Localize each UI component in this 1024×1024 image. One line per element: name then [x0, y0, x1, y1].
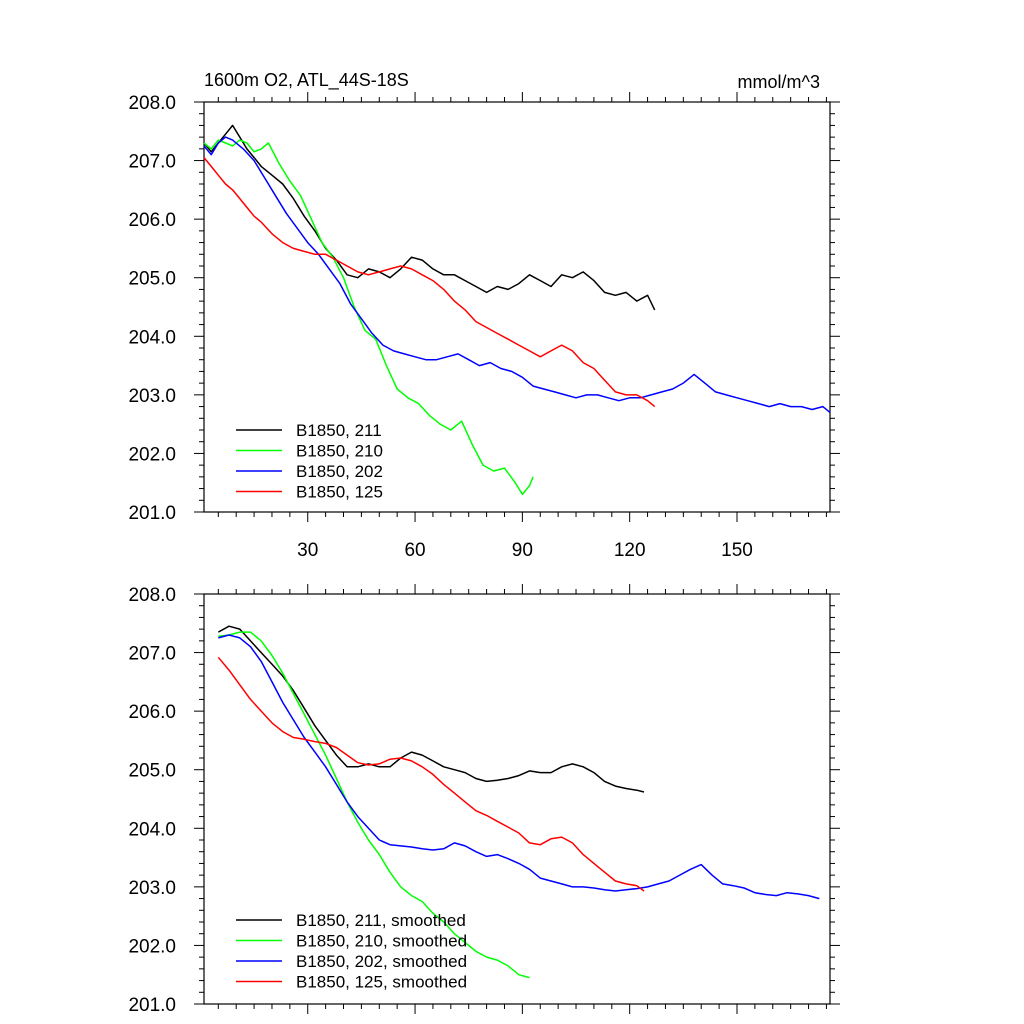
series-line-1	[203, 139, 534, 496]
y-tick-label: 206.0	[128, 210, 176, 231]
legend-label-1: B1850, 210, smoothed	[296, 932, 467, 951]
top-chart-panel: 201.0 202.0 203.0 204.0 205.0 206.0 207.0 208.0…	[128, 70, 840, 561]
y-tick-label: 201.0	[128, 995, 176, 1016]
x-tick-label: 150	[721, 540, 753, 561]
plot-frame	[203, 593, 831, 1005]
plot-frame	[203, 101, 831, 513]
y-tick-label: 202.0	[128, 444, 176, 465]
y-tick-label: 208.0	[128, 93, 176, 114]
y-tick-label: 203.0	[128, 386, 176, 407]
series-line-0	[203, 124, 656, 311]
series-line-3	[203, 157, 656, 408]
series-line-1	[218, 631, 530, 979]
y-tick-label: 201.0	[128, 503, 176, 524]
y-tick-label: 207.0	[128, 644, 176, 665]
x-tick-label: 120	[614, 540, 646, 561]
legend-label-2: B1850, 202, smoothed	[296, 952, 467, 971]
x-tick-label: 30	[297, 540, 318, 561]
series-line-2	[218, 634, 820, 900]
y-tick-label: 204.0	[128, 819, 176, 840]
y-tick-label: 208.0	[128, 585, 176, 606]
y-tick-label: 202.0	[128, 936, 176, 957]
y-tick-label: 206.0	[128, 702, 176, 723]
legend-label-1: B1850, 210	[296, 442, 383, 461]
legend-label-2: B1850, 202	[296, 462, 383, 481]
bottom-chart-panel: 201.0 202.0 203.0 204.0 205.0 206.0 207.0 208.0…	[128, 584, 840, 1016]
y-tick-label: 207.0	[128, 152, 176, 173]
chart-title: 1600m O2, ATL_44S-18S	[204, 70, 409, 91]
legend-label-0: B1850, 211, smoothed	[296, 911, 466, 930]
legend-label-3: B1850, 125, smoothed	[296, 973, 467, 992]
y-tick-label: 205.0	[128, 761, 176, 782]
x-tick-label: 90	[512, 540, 533, 561]
x-tick-label: 60	[404, 540, 425, 561]
y-tick-label: 205.0	[128, 269, 176, 290]
series-line-0	[217, 625, 645, 793]
units-label: mmol/m^3	[738, 72, 820, 92]
series-line-3	[217, 656, 645, 892]
legend-label-3: B1850, 125	[296, 483, 383, 502]
y-tick-label: 203.0	[128, 878, 176, 899]
legend-label-0: B1850, 211	[296, 421, 382, 440]
series-line-2	[203, 136, 831, 413]
y-tick-label: 204.0	[128, 327, 176, 348]
